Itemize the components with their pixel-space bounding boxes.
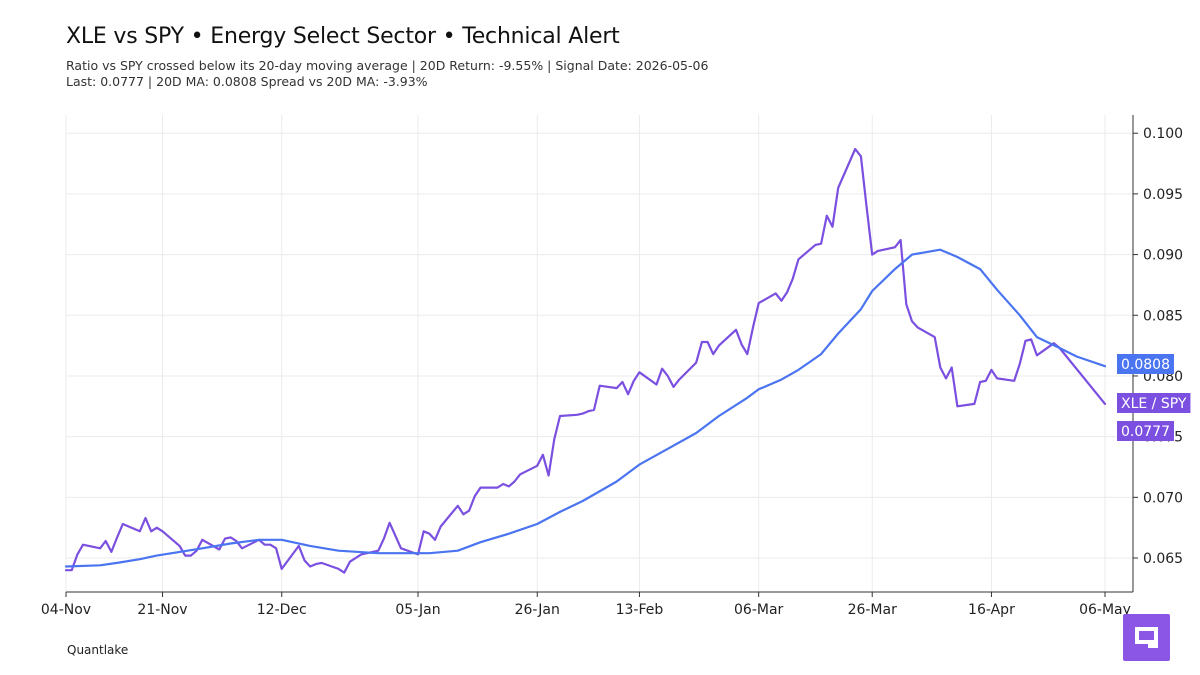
y-tick-label: 0.085 xyxy=(1143,308,1183,324)
series-name-tag-text: XLE / SPY xyxy=(1121,396,1187,412)
x-tick-label: 05-Jan xyxy=(395,602,440,618)
y-tick-label: 0.065 xyxy=(1143,551,1183,567)
x-tick-label: 26-Mar xyxy=(848,602,898,618)
grid xyxy=(65,115,1133,592)
y-tick-label: 0.070 xyxy=(1143,490,1183,506)
ratio-last-value-tag-text: 0.0777 xyxy=(1121,424,1170,440)
plot-frame xyxy=(66,115,1134,593)
series-lines xyxy=(64,147,1107,574)
ratio-last-value-tag: 0.0777 xyxy=(1117,421,1174,441)
ma-last-value-tag-text: 0.0808 xyxy=(1121,357,1170,373)
y-tick-label: 0.090 xyxy=(1143,248,1183,264)
ma-last-value-tag-bg xyxy=(1117,354,1174,374)
quantlake-logo-icon xyxy=(1123,614,1170,661)
last-value-tags: 0.0808 XLE / SPY 0.0777 xyxy=(1117,354,1191,441)
y-tick-label: 0.095 xyxy=(1143,187,1183,203)
series-name-tag: XLE / SPY xyxy=(1117,393,1191,413)
y-tick-label: 0.100 xyxy=(1143,126,1183,142)
x-tick-label: 13-Feb xyxy=(616,602,664,618)
chart-subtitle: Ratio vs SPY crossed below its 20-day mo… xyxy=(66,58,709,73)
x-tick-label: 06-May xyxy=(1079,602,1131,618)
x-tick-label: 26-Jan xyxy=(515,602,560,618)
x-tick-label: 16-Apr xyxy=(968,602,1015,618)
chart-stats-line: Last: 0.0777 | 20D MA: 0.0808 Spread vs … xyxy=(66,74,428,89)
ma-20d-line xyxy=(64,248,1107,568)
x-tick-label: 04-Nov xyxy=(41,602,91,618)
ratio-line xyxy=(64,147,1107,574)
x-axis: 04-Nov 21-Nov 12-Dec 05-Jan 26-Jan 13-Feb 06-M… xyxy=(41,592,1131,618)
x-tick-label: 06-Mar xyxy=(734,602,784,618)
ratio-last-value-tag-bg xyxy=(1117,421,1174,441)
chart-title: XLE vs SPY • Energy Select Sector • Tech… xyxy=(66,24,620,49)
brand-label: Quantlake xyxy=(67,643,129,657)
series-name-tag-bg xyxy=(1117,393,1191,413)
x-tick-label: 21-Nov xyxy=(137,602,187,618)
ma-last-value-tag: 0.0808 xyxy=(1117,354,1174,374)
x-tick-label: 12-Dec xyxy=(257,602,307,618)
